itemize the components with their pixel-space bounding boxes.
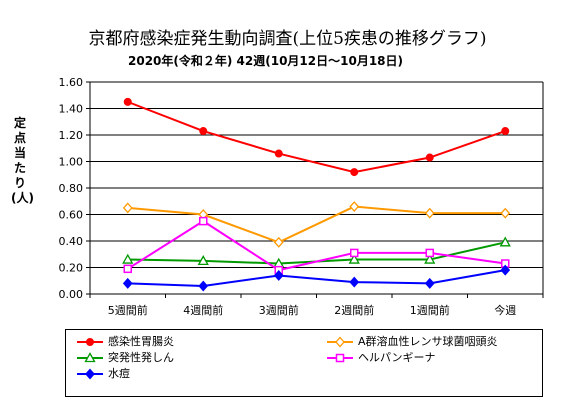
data-point-3	[348, 253, 360, 264]
y-tick-label: 0.80	[59, 182, 84, 195]
data-point-4	[199, 216, 208, 226]
y-tick-label: 0.20	[59, 262, 84, 275]
legend-swatch	[327, 336, 353, 348]
x-tick-label: 4週間前	[183, 303, 223, 317]
data-point-5	[198, 280, 209, 292]
legend-label: 感染性胃腸炎	[108, 335, 174, 348]
data-point-5	[273, 269, 284, 281]
series-line-4	[127, 219, 506, 272]
data-point-2	[424, 207, 435, 219]
data-point-5	[424, 277, 435, 289]
series-line-5	[127, 269, 506, 288]
x-tick-label: 今週	[494, 303, 516, 317]
legend-label: 水痘	[108, 367, 130, 380]
legend-swatch-marker	[86, 338, 94, 346]
y-tick-label: 0.60	[59, 209, 84, 222]
data-point-1	[274, 149, 283, 158]
y-tick-label: 0.00	[59, 288, 84, 301]
data-point-1	[425, 153, 434, 162]
data-point-5	[122, 277, 133, 289]
data-point-4	[123, 264, 132, 274]
legend-item: 感染性胃腸炎	[76, 334, 174, 350]
x-tick-label: 5週間前	[108, 303, 148, 317]
data-point-1	[350, 168, 359, 177]
chart-subtitle: 2020年(令和２年) 42週(10月12日～10月18日)	[128, 54, 404, 68]
x-tick-label: 1週間前	[410, 303, 450, 317]
data-point-3	[424, 253, 436, 264]
y-tick-label: 1.40	[59, 103, 84, 116]
series-line-1	[127, 100, 506, 174]
x-tick-label: 2週間前	[334, 303, 374, 317]
data-point-2	[349, 201, 360, 213]
data-point-3	[499, 236, 511, 247]
legend-item: 突発性発しん	[76, 350, 174, 366]
legend-label: A群溶血性レンサ球菌咽頭炎	[358, 335, 498, 348]
legend-label: ヘルパンギーナ	[358, 351, 436, 364]
y-tick-label: 1.20	[59, 129, 84, 142]
y-axis-label: 定点当たり(人)	[11, 116, 34, 205]
data-point-4	[350, 248, 359, 258]
line-chart: 0.00 0.20 0.40 0.60 0.80 1.00 1.20 1.40 1.60 5週間前…	[59, 76, 544, 317]
legend-swatch-marker	[85, 368, 95, 380]
legend-swatch	[327, 353, 353, 363]
y-tick-label: 0.40	[59, 235, 84, 248]
data-point-1	[501, 127, 510, 136]
legend-item: A群溶血性レンサ球菌咽頭炎	[326, 334, 498, 350]
data-point-1	[199, 127, 208, 136]
legend-item: 水痘	[76, 366, 130, 382]
legend-swatch	[77, 368, 103, 380]
data-point-1	[123, 97, 132, 106]
y-tick-label: 1.60	[59, 76, 84, 89]
series-line-3	[127, 241, 506, 265]
data-point-2	[273, 236, 284, 248]
legend-item: ヘルパンギーナ	[326, 350, 436, 366]
data-point-3	[197, 255, 209, 266]
legend-label: 突発性発しん	[108, 351, 174, 364]
data-point-3	[122, 253, 134, 264]
legend-swatch	[77, 352, 103, 363]
chart-title: 京都府感染症発生動向調査(上位5疾患の推移グラフ)	[88, 29, 487, 49]
data-point-5	[500, 264, 511, 276]
legend-swatch	[77, 338, 103, 346]
legend: 感染性胃腸炎 A群溶血性レンサ球菌咽頭炎突発性発しん ヘルパンギーナ水痘	[65, 329, 543, 397]
series-line-2	[127, 205, 506, 244]
legend-swatch-marker	[335, 336, 345, 348]
data-point-2	[500, 207, 511, 219]
data-point-2	[122, 202, 133, 214]
data-point-4	[425, 248, 434, 258]
x-tick-label: 3週間前	[259, 303, 299, 317]
legend-swatch-marker	[335, 353, 345, 363]
data-point-5	[349, 276, 360, 288]
y-tick-label: 1.00	[59, 156, 84, 169]
legend-swatch-marker	[84, 352, 96, 363]
